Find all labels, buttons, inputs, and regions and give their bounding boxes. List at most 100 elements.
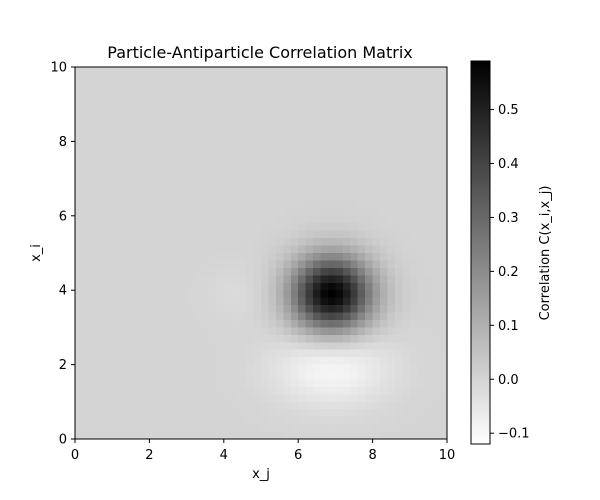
heatmap-cell xyxy=(208,208,217,217)
heatmap-cell xyxy=(365,119,374,128)
heatmap-cell xyxy=(402,89,411,98)
heatmap-cell xyxy=(394,81,403,90)
heatmap-cell xyxy=(127,81,136,90)
heatmap-cell xyxy=(261,319,270,328)
heatmap-cell xyxy=(342,186,351,195)
heatmap-cell xyxy=(208,379,217,388)
heatmap-cell xyxy=(365,394,374,403)
heatmap-cell xyxy=(365,416,374,425)
heatmap-cell xyxy=(283,305,292,314)
heatmap-cell xyxy=(417,119,426,128)
heatmap-cell xyxy=(372,200,381,209)
heatmap-cell xyxy=(246,104,255,113)
heatmap-cell xyxy=(208,81,217,90)
heatmap-cell xyxy=(402,193,411,202)
heatmap-cell xyxy=(134,305,143,314)
heatmap-cell xyxy=(387,81,396,90)
heatmap-cell xyxy=(305,156,314,165)
heatmap-cell xyxy=(342,215,351,224)
heatmap-cell xyxy=(283,89,292,98)
heatmap-cell xyxy=(127,260,136,269)
heatmap-cell xyxy=(112,409,121,418)
heatmap-cell xyxy=(424,394,433,403)
heatmap-cell xyxy=(194,253,203,262)
heatmap-cell xyxy=(394,267,403,276)
heatmap-cell xyxy=(231,245,240,254)
heatmap-cell xyxy=(261,275,270,284)
heatmap-cell xyxy=(439,416,448,425)
heatmap-cell xyxy=(231,119,240,128)
heatmap-cell xyxy=(387,297,396,306)
heatmap-cell xyxy=(402,96,411,105)
heatmap-cell xyxy=(141,163,150,172)
heatmap-cell xyxy=(149,111,158,120)
heatmap-cell xyxy=(104,357,113,366)
heatmap-cell xyxy=(119,96,128,105)
heatmap-cell xyxy=(97,141,106,150)
heatmap-cell xyxy=(223,193,232,202)
heatmap-cell xyxy=(104,342,113,351)
heatmap-cell xyxy=(298,312,307,321)
heatmap-cell xyxy=(335,186,344,195)
heatmap-cell xyxy=(89,401,98,410)
heatmap-cell xyxy=(439,290,448,299)
heatmap-cell xyxy=(350,416,359,425)
heatmap-cell xyxy=(208,126,217,135)
heatmap-cell xyxy=(104,148,113,157)
heatmap-cell xyxy=(380,386,389,395)
heatmap-cell xyxy=(313,372,322,381)
heatmap-cell xyxy=(156,215,165,224)
heatmap-cell xyxy=(156,267,165,276)
heatmap-cell xyxy=(424,89,433,98)
heatmap-cell xyxy=(179,193,188,202)
heatmap-cell xyxy=(104,215,113,224)
heatmap-cell xyxy=(216,200,225,209)
heatmap-cell xyxy=(112,96,121,105)
heatmap-cell xyxy=(171,223,180,232)
heatmap-cell xyxy=(127,275,136,284)
heatmap-cell xyxy=(387,312,396,321)
heatmap-cell xyxy=(223,364,232,373)
heatmap-cell xyxy=(283,424,292,433)
heatmap-cell xyxy=(283,297,292,306)
heatmap-cell xyxy=(387,253,396,262)
heatmap-cell xyxy=(275,208,284,217)
heatmap-cell xyxy=(201,290,210,299)
heatmap-cell xyxy=(327,104,336,113)
heatmap-cell xyxy=(156,327,165,336)
heatmap-cell xyxy=(313,230,322,239)
heatmap-cell xyxy=(194,208,203,217)
heatmap-cell xyxy=(141,409,150,418)
heatmap-cell xyxy=(179,148,188,157)
heatmap-cell xyxy=(261,267,270,276)
heatmap-cell xyxy=(194,305,203,314)
heatmap-cell xyxy=(387,208,396,217)
heatmap-cell xyxy=(402,364,411,373)
heatmap-cell xyxy=(89,275,98,284)
heatmap-cell xyxy=(75,282,84,291)
heatmap-cell xyxy=(238,275,247,284)
heatmap-cell xyxy=(268,156,277,165)
heatmap-cell xyxy=(75,305,84,314)
heatmap-cell xyxy=(305,342,314,351)
heatmap-cell xyxy=(261,416,270,425)
heatmap-cell xyxy=(365,327,374,336)
heatmap-cell xyxy=(238,104,247,113)
heatmap-cell xyxy=(171,238,180,247)
heatmap-cell xyxy=(261,342,270,351)
heatmap-cell xyxy=(283,215,292,224)
heatmap-cell xyxy=(298,148,307,157)
heatmap-cell xyxy=(402,416,411,425)
heatmap-cell xyxy=(238,253,247,262)
heatmap-cell xyxy=(238,319,247,328)
heatmap-cell xyxy=(238,357,247,366)
heatmap-cell xyxy=(223,215,232,224)
heatmap-cell xyxy=(432,111,441,120)
heatmap-cell xyxy=(149,260,158,269)
heatmap-cell xyxy=(417,319,426,328)
heatmap-cell xyxy=(156,111,165,120)
heatmap-cell xyxy=(305,133,314,142)
heatmap-cell xyxy=(134,74,143,83)
heatmap-cell xyxy=(283,133,292,142)
heatmap-cell xyxy=(246,74,255,83)
